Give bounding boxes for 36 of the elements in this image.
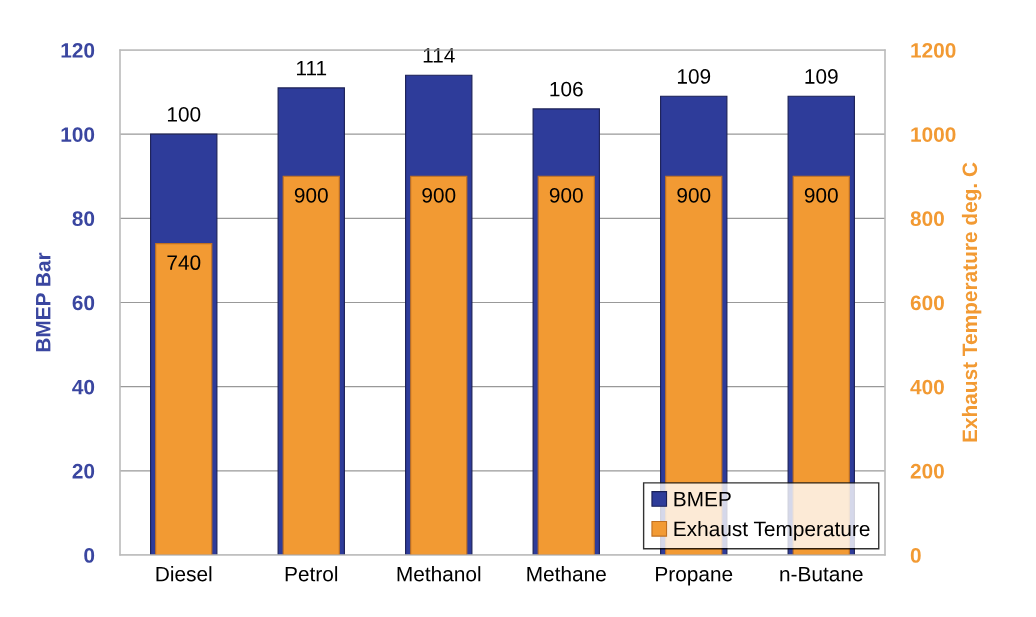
y2-tick-label: 400 <box>910 379 944 395</box>
y2-tick-label: 1200 <box>911 43 956 58</box>
y-tick-label: 120 <box>61 43 95 58</box>
x-tick-label: Propane <box>656 566 733 586</box>
data-label: 900 <box>677 187 711 203</box>
data-label: 900 <box>422 187 456 203</box>
data-label: 111 <box>297 60 327 76</box>
y2-tick-label: 1000 <box>911 127 956 142</box>
data-label: 900 <box>804 187 838 203</box>
data-label: 900 <box>549 187 583 203</box>
y2-tick-label: 600 <box>910 295 944 311</box>
data-label: 740 <box>167 255 201 271</box>
y-tick-label: 0 <box>84 548 95 563</box>
y-tick-label: 40 <box>72 379 95 395</box>
y-tick-label: 60 <box>72 295 95 311</box>
y-axis-title: BMEP Bar <box>36 252 51 352</box>
legend-label: Exhaust Temperature <box>674 521 870 541</box>
x-tick-label: n-Butane <box>780 566 863 582</box>
y2-tick-label: 0 <box>910 548 921 563</box>
x-tick-label: Petrol <box>285 566 338 582</box>
y2-axis-title: Exhaust Temperature deg. C <box>961 162 982 442</box>
y-tick-label: 20 <box>72 463 95 479</box>
y2-tick-label: 800 <box>910 211 944 227</box>
y-tick-label: 80 <box>72 211 95 227</box>
legend-label: BMEP <box>674 491 731 507</box>
data-label: 109 <box>677 69 711 84</box>
data-label: 100 <box>167 106 201 122</box>
y2-tick-label: 200 <box>910 463 944 479</box>
data-label: 900 <box>294 187 328 203</box>
y-tick-label: 100 <box>61 127 95 142</box>
x-tick-label: Methane <box>527 566 606 582</box>
data-label: 114 <box>423 48 455 63</box>
x-tick-label: Diesel <box>156 566 212 582</box>
data-label: 109 <box>805 69 838 84</box>
x-tick-label: Methanol <box>397 566 481 582</box>
data-label: 106 <box>550 81 583 97</box>
